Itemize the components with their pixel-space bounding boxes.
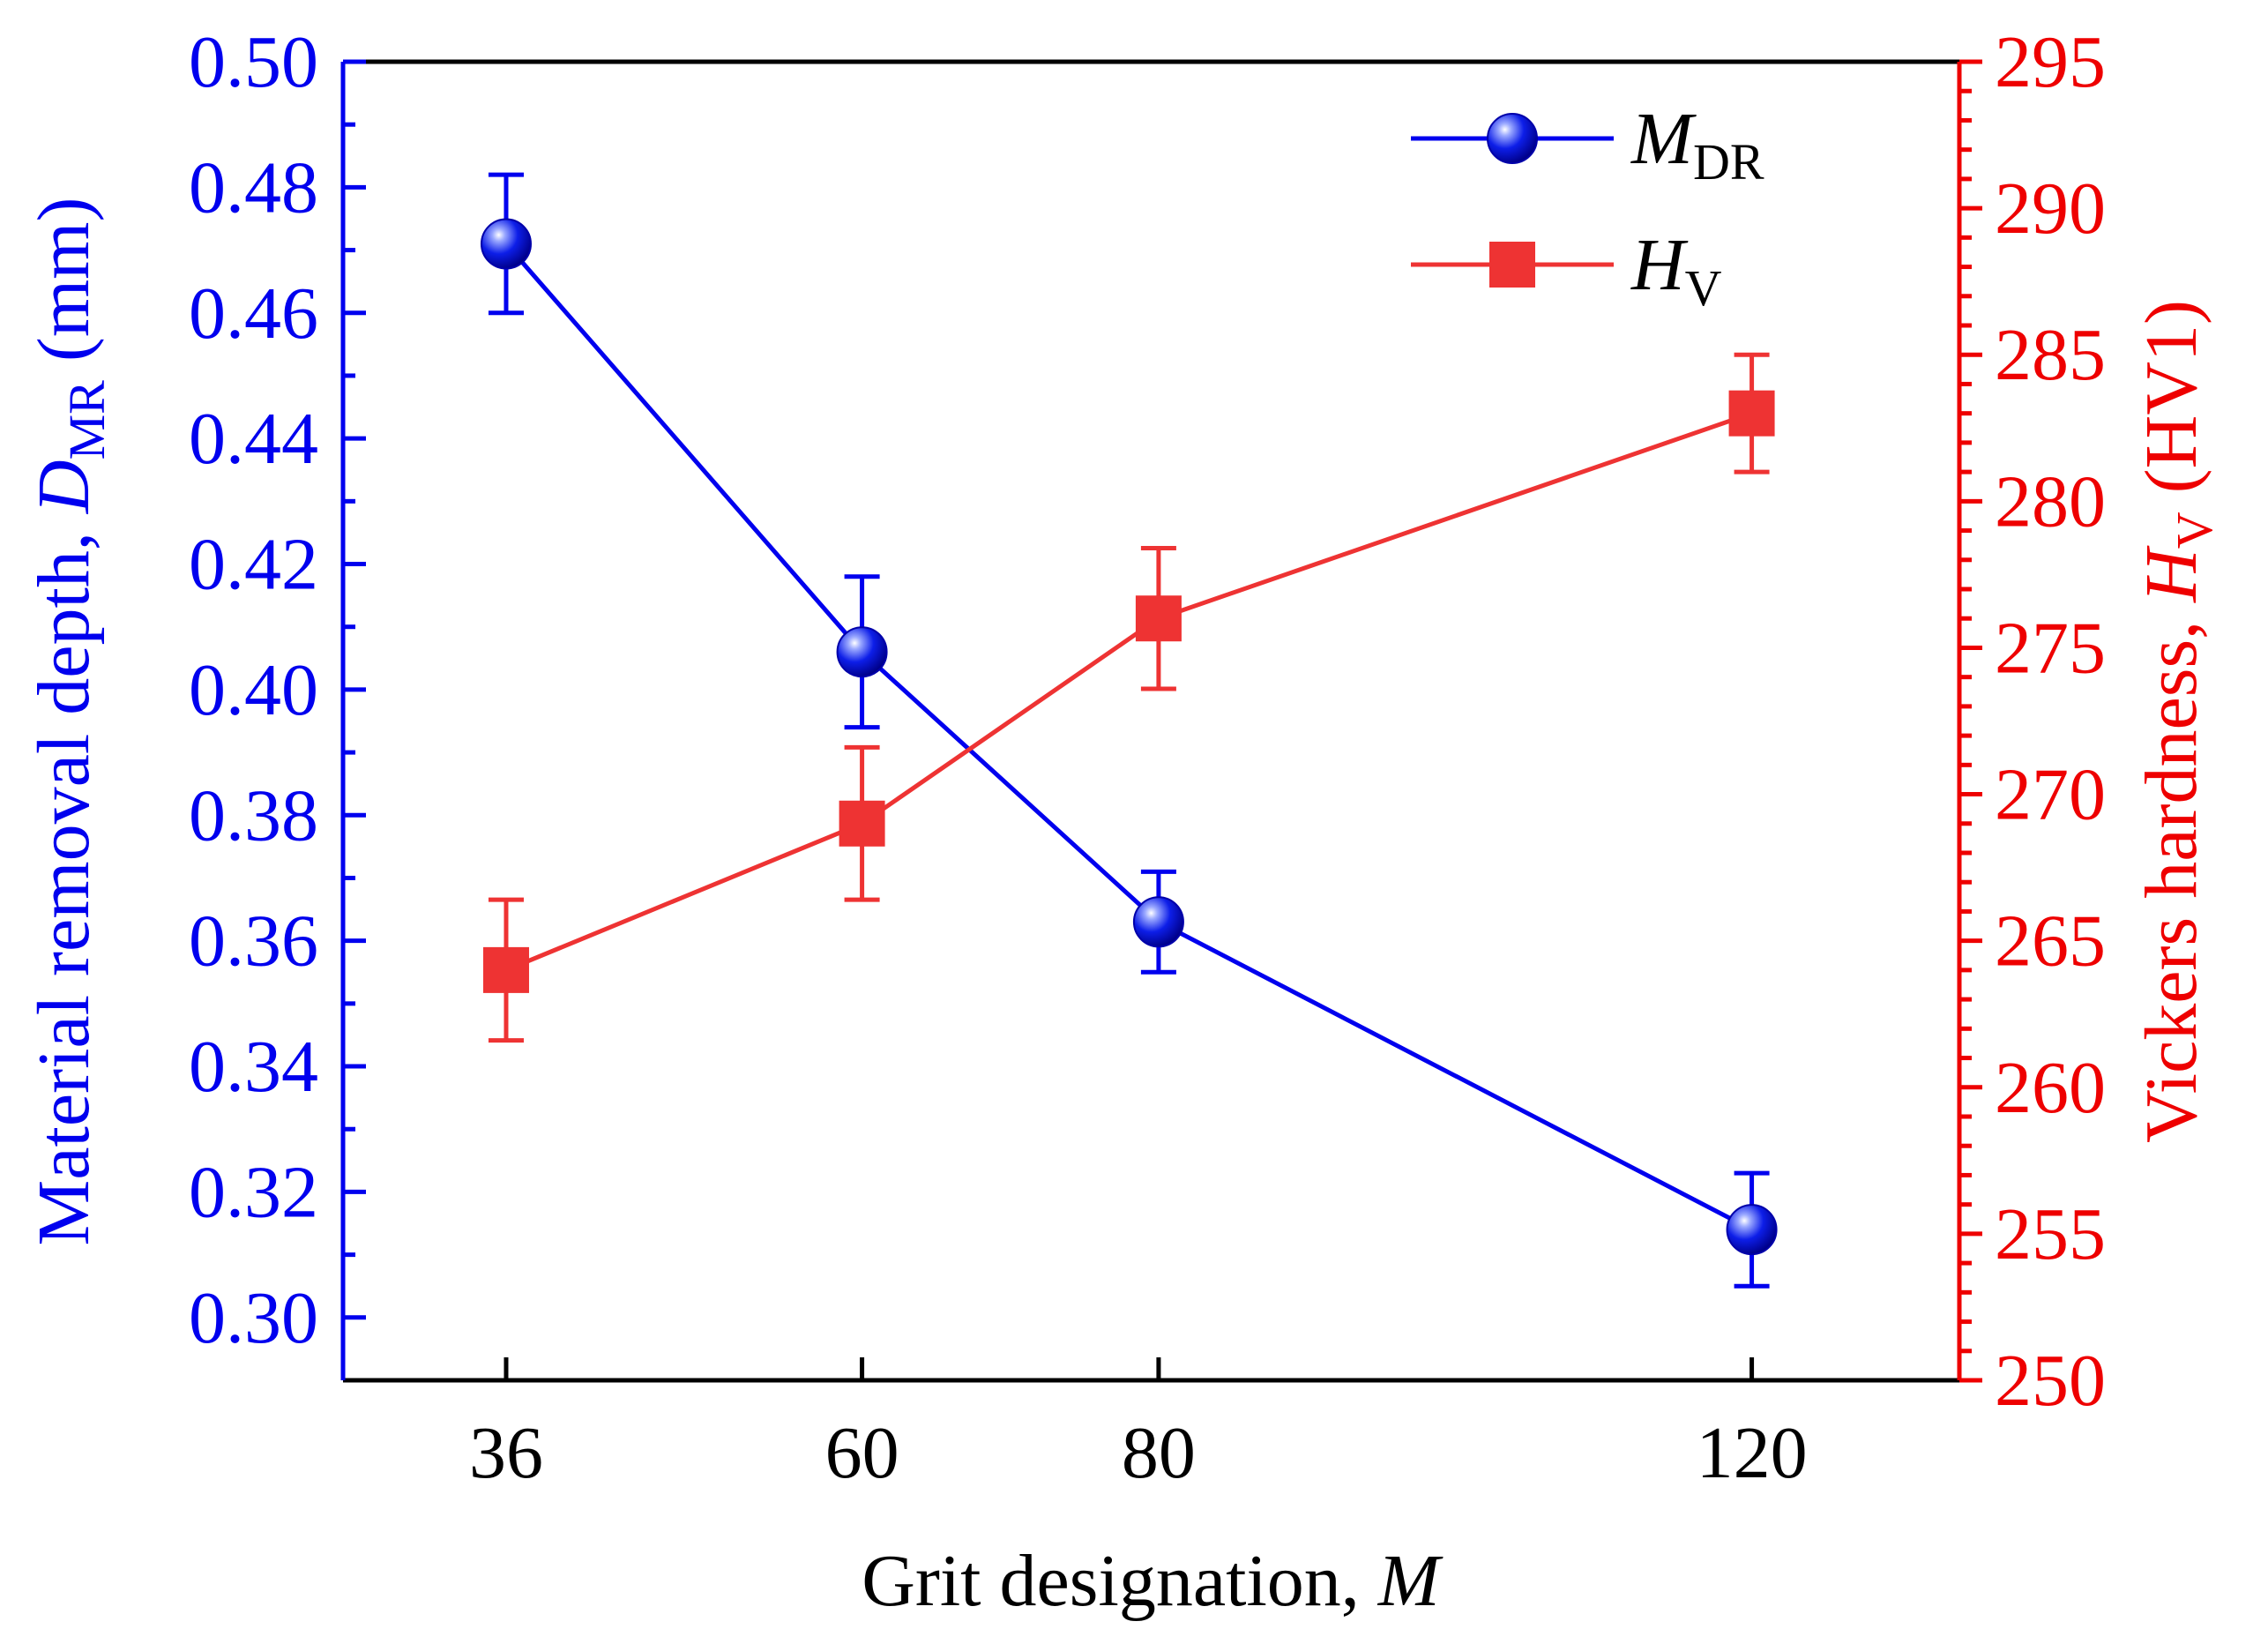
right-tick-label: 275 xyxy=(1995,607,2106,689)
data-point xyxy=(1726,1204,1778,1256)
x-tick-label: 120 xyxy=(1697,1412,1808,1494)
x-axis-title-var: M xyxy=(1377,1540,1444,1622)
right-tick-label: 250 xyxy=(1995,1340,2106,1422)
right-tick-label: 285 xyxy=(1995,314,2106,396)
legend-mdr-sub: DR xyxy=(1693,133,1764,191)
data-point xyxy=(839,800,885,847)
left-axis-ticks: 0.30 0.32 0.34 0.36 0.38 0.40 0.42 0.44 0.46 0.48… xyxy=(189,21,366,1359)
data-point xyxy=(482,946,529,993)
legend-hv-marker xyxy=(1489,242,1535,288)
x-axis-title: Grit designation, M xyxy=(862,1540,1444,1622)
y-left-axis-title: Material removal depth, DMR (mm) xyxy=(23,198,116,1246)
y-right-title-text: Vickers hardness, xyxy=(2130,602,2212,1143)
y-right-title-var: H xyxy=(2130,545,2212,603)
legend-mdr-name: M xyxy=(1630,98,1697,180)
x-tick-label: 36 xyxy=(469,1412,543,1494)
data-point xyxy=(1132,896,1184,948)
left-tick-label: 0.44 xyxy=(189,398,318,480)
x-axis-ticks: 36 60 80 120 xyxy=(469,1357,1808,1494)
right-tick-label: 270 xyxy=(1995,754,2106,836)
data-point xyxy=(1135,595,1182,642)
y-right-axis-title: Vickers hardness, HV (HV1) xyxy=(2130,300,2223,1143)
data-point xyxy=(480,218,532,270)
left-tick-label: 0.34 xyxy=(189,1026,318,1108)
data-point xyxy=(836,626,888,678)
left-tick-label: 0.40 xyxy=(189,649,318,731)
y-left-title-unit: (mm) xyxy=(23,198,105,381)
right-tick-label: 295 xyxy=(1995,21,2106,103)
legend-mdr-marker xyxy=(1487,113,1538,164)
legend-hv-name: H xyxy=(1630,224,1689,306)
legend-hv-label: HV xyxy=(1630,224,1722,317)
right-tick-label: 280 xyxy=(1995,460,2106,542)
left-tick-label: 0.36 xyxy=(189,900,318,983)
right-tick-label: 260 xyxy=(1995,1047,2106,1129)
data-point xyxy=(1728,390,1775,437)
right-tick-label: 290 xyxy=(1995,168,2106,250)
left-tick-label: 0.46 xyxy=(189,273,318,355)
x-tick-label: 60 xyxy=(825,1412,899,1494)
legend: MDR HV xyxy=(1411,98,1764,317)
series-line xyxy=(504,242,1753,1232)
left-tick-label: 0.50 xyxy=(189,21,318,103)
x-tick-label: 80 xyxy=(1122,1412,1196,1494)
y-right-title-sub: V xyxy=(2166,512,2223,549)
left-tick-label: 0.48 xyxy=(189,146,318,228)
series-line xyxy=(505,411,1753,973)
legend-hv-sub: V xyxy=(1685,259,1722,317)
series-layer xyxy=(480,172,1778,1289)
y-left-title-text: Material removal depth, xyxy=(23,513,105,1245)
left-tick-label: 0.32 xyxy=(189,1151,318,1233)
y-left-title-sub: MR xyxy=(58,380,116,460)
left-tick-label: 0.30 xyxy=(189,1277,318,1359)
y-right-title-unit: (HV1) xyxy=(2130,300,2212,512)
right-axis-ticks: 250 255 260 265 270 275 280 285 290 295 xyxy=(1959,21,2106,1422)
left-tick-label: 0.42 xyxy=(189,524,318,606)
right-tick-label: 255 xyxy=(1995,1193,2106,1275)
right-tick-label: 265 xyxy=(1995,900,2106,983)
legend-mdr-label: MDR xyxy=(1630,98,1764,191)
y-left-title-var: D xyxy=(23,460,105,514)
x-axis-title-text: Grit designation, xyxy=(862,1540,1378,1622)
left-tick-label: 0.38 xyxy=(189,774,318,856)
